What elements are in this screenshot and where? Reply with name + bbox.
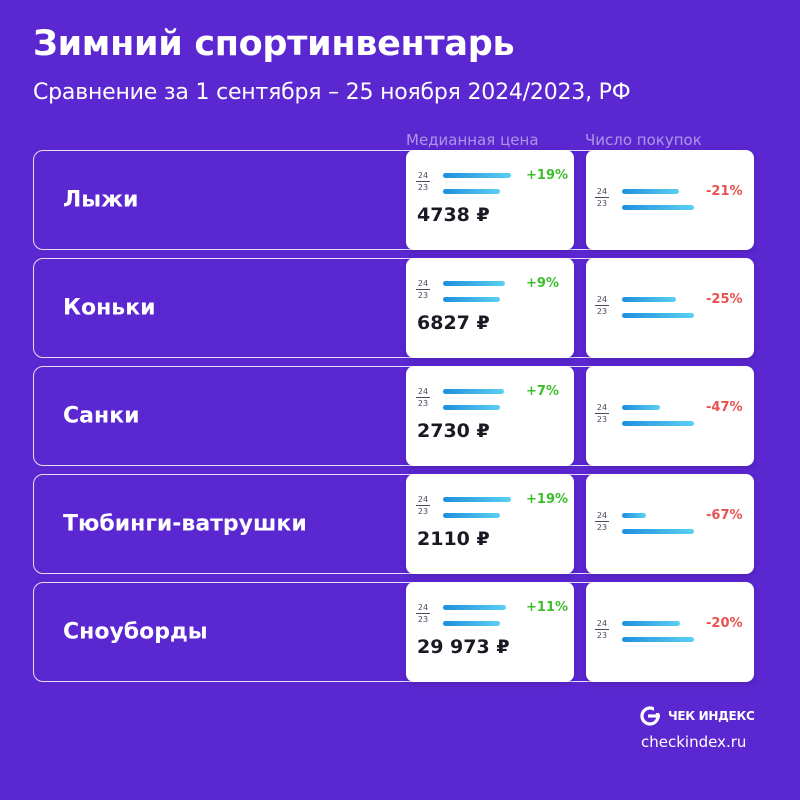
price-bar-2023 (443, 297, 500, 302)
year-marker: 24 23 (595, 511, 609, 532)
year-previous-label: 23 (417, 399, 429, 408)
price-card: 24 23 +9% 6827 ₽ (406, 258, 574, 358)
price-bar-2023 (443, 405, 500, 410)
median-price-value: 4738 ₽ (417, 204, 490, 226)
price-card: 24 23 +7% 2730 ₽ (406, 366, 574, 466)
category-label: Коньки (63, 295, 156, 321)
price-bar-2024 (443, 497, 511, 502)
count-bar-2023 (622, 313, 694, 318)
year-previous-label: 23 (596, 307, 608, 316)
count-change-label: -67% (706, 508, 743, 523)
year-previous-label: 23 (596, 415, 608, 424)
median-price-value: 2110 ₽ (417, 528, 490, 550)
price-bar-2024 (443, 605, 507, 610)
year-current-label: 24 (595, 619, 609, 630)
brand-logo: ЧЕК ИНДЕКС (640, 706, 755, 726)
category-row: Сноуборды 24 23 +11% 29 973 ₽24 23 -20% (33, 582, 754, 682)
year-marker: 24 23 (416, 387, 430, 408)
checkindex-logo-icon (640, 706, 662, 726)
price-change-label: +9% (526, 276, 559, 291)
price-bar-2023 (443, 513, 500, 518)
count-card: 24 23 -21% (586, 150, 754, 250)
year-previous-label: 23 (417, 183, 429, 192)
price-change-label: +11% (526, 600, 569, 615)
year-marker: 24 23 (416, 171, 430, 192)
year-marker: 24 23 (595, 619, 609, 640)
count-card: 24 23 -20% (586, 582, 754, 682)
year-previous-label: 23 (417, 507, 429, 516)
year-current-label: 24 (595, 295, 609, 306)
page-subtitle: Сравнение за 1 сентября – 25 ноября 2024… (33, 80, 631, 105)
year-previous-label: 23 (596, 523, 608, 532)
year-marker: 24 23 (595, 295, 609, 316)
year-current-label: 24 (595, 511, 609, 522)
year-marker: 24 23 (416, 495, 430, 516)
median-price-value: 2730 ₽ (417, 420, 490, 442)
page-title: Зимний спортинвентарь (33, 24, 515, 64)
median-price-value: 6827 ₽ (417, 312, 490, 334)
price-change-label: +19% (526, 492, 569, 507)
price-bar-2024 (443, 281, 506, 286)
count-card: 24 23 -67% (586, 474, 754, 574)
category-label: Лыжи (63, 187, 139, 213)
category-row: Коньки 24 23 +9% 6827 ₽24 23 -25% (33, 258, 754, 358)
count-bar-2024 (622, 405, 661, 410)
price-change-label: +19% (526, 168, 569, 183)
year-previous-label: 23 (417, 291, 429, 300)
brand-site: checkindex.ru (641, 733, 747, 751)
year-current-label: 24 (595, 403, 609, 414)
count-bar-2023 (622, 637, 694, 642)
year-previous-label: 23 (417, 615, 429, 624)
price-bar-2024 (443, 173, 511, 178)
category-row: Санки 24 23 +7% 2730 ₽24 23 -47% (33, 366, 754, 466)
year-marker: 24 23 (416, 279, 430, 300)
column-header-count: Число покупок (585, 131, 702, 149)
price-card: 24 23 +19% 4738 ₽ (406, 150, 574, 250)
count-bar-2023 (622, 205, 694, 210)
year-current-label: 24 (416, 387, 430, 398)
count-bar-2024 (622, 189, 679, 194)
price-bar-2023 (443, 621, 500, 626)
column-header-price: Медианная цена (406, 131, 539, 149)
category-row: Лыжи 24 23 +19% 4738 ₽24 23 -21% (33, 150, 754, 250)
price-bar-2024 (443, 389, 504, 394)
count-change-label: -20% (706, 616, 743, 631)
category-row: Тюбинги-ватрушки 24 23 +19% 2110 ₽24 23 -67% (33, 474, 754, 574)
count-bar-2023 (622, 529, 694, 534)
year-current-label: 24 (416, 495, 430, 506)
year-marker: 24 23 (595, 403, 609, 424)
year-current-label: 24 (416, 171, 430, 182)
price-card: 24 23 +11% 29 973 ₽ (406, 582, 574, 682)
year-current-label: 24 (416, 279, 430, 290)
year-current-label: 24 (595, 187, 609, 198)
year-previous-label: 23 (596, 631, 608, 640)
count-bar-2024 (622, 621, 680, 626)
price-change-label: +7% (526, 384, 559, 399)
count-change-label: -25% (706, 292, 743, 307)
price-bar-2023 (443, 189, 500, 194)
category-label: Сноуборды (63, 619, 208, 645)
count-bar-2023 (622, 421, 694, 426)
category-label: Тюбинги-ватрушки (63, 511, 307, 537)
count-bar-2024 (622, 513, 646, 518)
count-change-label: -47% (706, 400, 743, 415)
price-card: 24 23 +19% 2110 ₽ (406, 474, 574, 574)
category-label: Санки (63, 403, 140, 429)
count-change-label: -21% (706, 184, 743, 199)
year-current-label: 24 (416, 603, 430, 614)
year-previous-label: 23 (596, 199, 608, 208)
count-card: 24 23 -25% (586, 258, 754, 358)
count-card: 24 23 -47% (586, 366, 754, 466)
year-marker: 24 23 (416, 603, 430, 624)
count-bar-2024 (622, 297, 676, 302)
brand-name: ЧЕК ИНДЕКС (668, 709, 755, 723)
year-marker: 24 23 (595, 187, 609, 208)
median-price-value: 29 973 ₽ (417, 636, 510, 658)
